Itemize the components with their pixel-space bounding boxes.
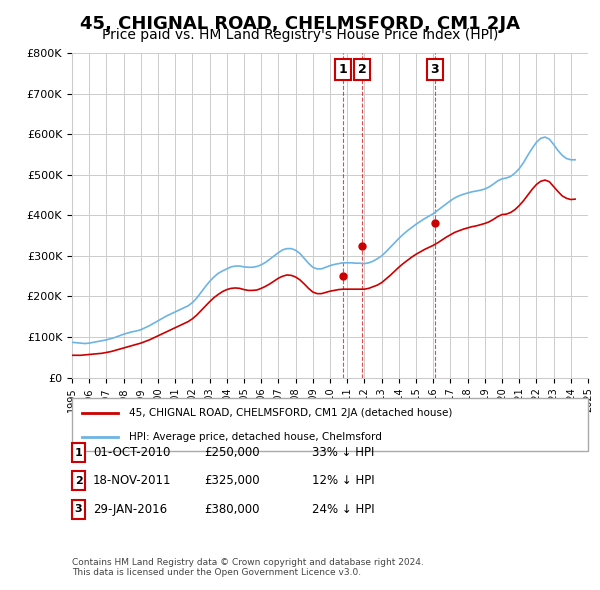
Text: 12% ↓ HPI: 12% ↓ HPI: [312, 474, 374, 487]
Text: 33% ↓ HPI: 33% ↓ HPI: [312, 446, 374, 459]
Text: £250,000: £250,000: [204, 446, 260, 459]
Text: 29-JAN-2016: 29-JAN-2016: [93, 503, 167, 516]
FancyBboxPatch shape: [72, 398, 588, 451]
Text: 45, CHIGNAL ROAD, CHELMSFORD, CM1 2JA: 45, CHIGNAL ROAD, CHELMSFORD, CM1 2JA: [80, 15, 520, 33]
Text: 01-OCT-2010: 01-OCT-2010: [93, 446, 170, 459]
Text: £325,000: £325,000: [204, 474, 260, 487]
Text: 3: 3: [430, 63, 439, 76]
Text: 1: 1: [338, 63, 347, 76]
Text: Contains HM Land Registry data © Crown copyright and database right 2024.
This d: Contains HM Land Registry data © Crown c…: [72, 558, 424, 577]
Text: 18-NOV-2011: 18-NOV-2011: [93, 474, 172, 487]
Text: 1: 1: [75, 448, 82, 457]
Text: £380,000: £380,000: [204, 503, 260, 516]
Text: 3: 3: [75, 504, 82, 514]
Text: 2: 2: [358, 63, 367, 76]
Text: 2: 2: [75, 476, 82, 486]
Text: 24% ↓ HPI: 24% ↓ HPI: [312, 503, 374, 516]
Text: 45, CHIGNAL ROAD, CHELMSFORD, CM1 2JA (detached house): 45, CHIGNAL ROAD, CHELMSFORD, CM1 2JA (d…: [129, 408, 452, 418]
Text: HPI: Average price, detached house, Chelmsford: HPI: Average price, detached house, Chel…: [129, 432, 382, 442]
Text: Price paid vs. HM Land Registry's House Price Index (HPI): Price paid vs. HM Land Registry's House …: [102, 28, 498, 42]
